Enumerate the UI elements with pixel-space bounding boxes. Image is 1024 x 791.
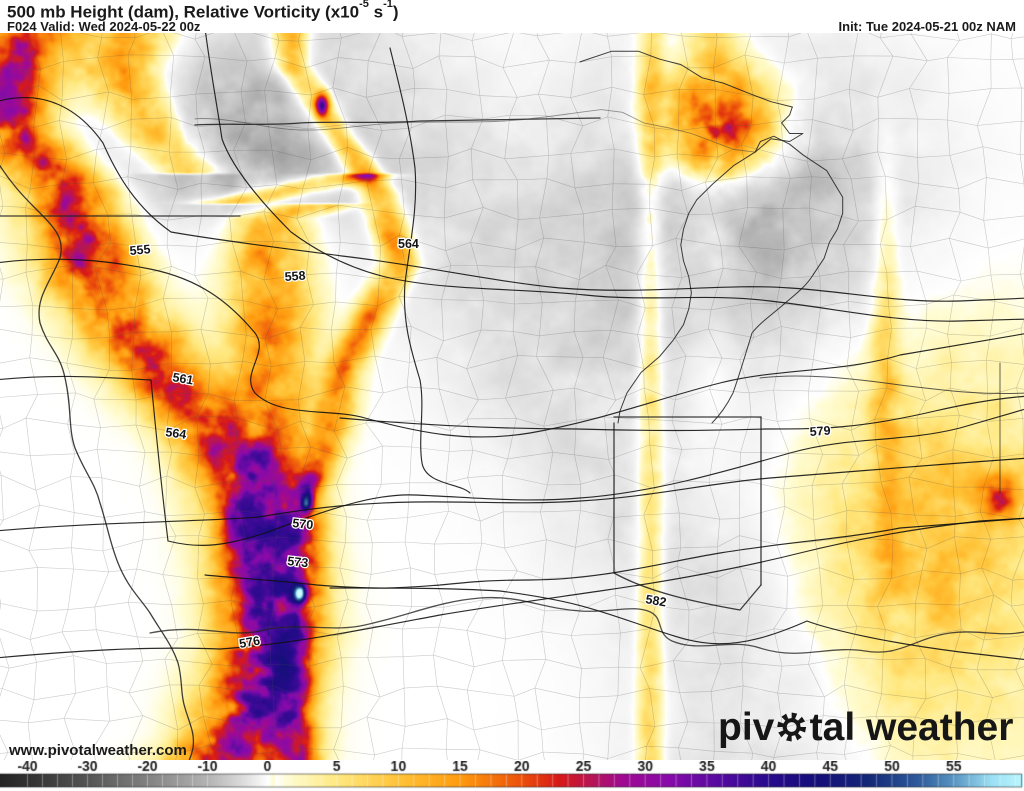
svg-text:579: 579 xyxy=(809,424,831,439)
svg-text:tal weather: tal weather xyxy=(810,706,1014,749)
svg-text:561: 561 xyxy=(171,370,194,387)
svg-text:576: 576 xyxy=(238,634,261,651)
svg-text:564: 564 xyxy=(165,425,188,442)
svg-text:573: 573 xyxy=(287,554,309,570)
svg-text:558: 558 xyxy=(284,269,306,284)
svg-text:582: 582 xyxy=(644,592,667,609)
svg-text:570: 570 xyxy=(292,516,314,532)
svg-text:564: 564 xyxy=(398,237,419,251)
svg-text:555: 555 xyxy=(129,242,151,258)
svg-text:piv: piv xyxy=(718,706,775,749)
